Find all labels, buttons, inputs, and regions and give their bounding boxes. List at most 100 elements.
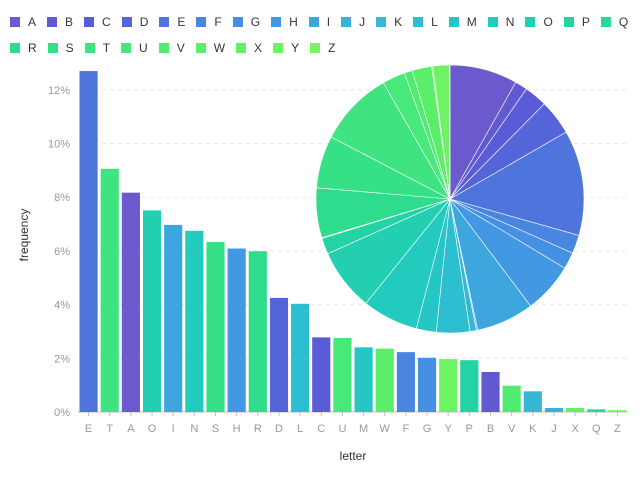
pie-slice-e[interactable]: [449, 131, 585, 236]
legend-item-c[interactable]: C: [84, 14, 111, 29]
legend-item-n[interactable]: N: [487, 14, 514, 29]
bar-s[interactable]: [206, 242, 225, 412]
legend-label: F: [214, 14, 222, 29]
legend-label: J: [359, 14, 366, 29]
bar-l[interactable]: [291, 303, 310, 412]
y-axis-ticks: 0% 2% 4% 6% 8% 10% 12%: [48, 85, 70, 419]
bar-d[interactable]: [269, 297, 289, 412]
legend-item-l[interactable]: L: [413, 14, 438, 29]
legend-item-u[interactable]: U: [121, 40, 148, 55]
bar-x[interactable]: [566, 407, 585, 412]
legend-item-q[interactable]: Q: [600, 14, 629, 29]
bar-w[interactable]: [375, 348, 394, 412]
legend-label: A: [28, 14, 37, 29]
bar-h[interactable]: [227, 248, 246, 412]
legend-item-b[interactable]: B: [47, 14, 73, 29]
bar-e[interactable]: [79, 71, 98, 412]
x-tick-label: H: [233, 423, 241, 435]
x-tick-label: P: [466, 423, 473, 435]
legend-item-p[interactable]: P: [563, 14, 590, 29]
legend-item-w[interactable]: W: [195, 40, 226, 55]
legend-swatch: [563, 16, 574, 27]
legend-item-s[interactable]: S: [47, 40, 74, 55]
x-tick-label: C: [317, 423, 325, 435]
bar-t[interactable]: [100, 168, 119, 412]
x-tick-label: W: [380, 423, 391, 435]
bar-i[interactable]: [164, 224, 183, 412]
legend-swatch: [10, 42, 20, 53]
legend-label: I: [326, 14, 331, 29]
bar-z[interactable]: [608, 410, 627, 412]
legend-swatch: [487, 16, 498, 27]
legend-label: C: [102, 14, 111, 29]
legend-item-y[interactable]: Y: [273, 40, 299, 55]
legend-item-j[interactable]: J: [341, 14, 365, 29]
bar-b[interactable]: [481, 372, 500, 412]
bar-q[interactable]: [587, 409, 606, 412]
legend-label: D: [139, 14, 149, 29]
bar-a[interactable]: [121, 192, 140, 412]
legend-label: U: [139, 40, 148, 55]
legend-label: Y: [291, 40, 300, 55]
legend-item-g[interactable]: G: [232, 14, 260, 29]
y-tick-label: 8%: [54, 192, 70, 204]
y-tick-label: 2%: [54, 353, 70, 365]
y-tick-label: 6%: [54, 246, 70, 258]
legend-label: H: [289, 14, 298, 29]
legend-item-t[interactable]: T: [84, 40, 110, 55]
legend-item-m[interactable]: M: [448, 14, 477, 29]
bar-g[interactable]: [417, 357, 437, 412]
legend-swatch: [47, 42, 58, 53]
x-tick-label: X: [571, 423, 579, 435]
x-tick-label: A: [127, 423, 135, 435]
legend-label: K: [394, 14, 403, 29]
legend-item-k[interactable]: K: [376, 14, 402, 29]
bar-n[interactable]: [185, 230, 204, 412]
bar-o[interactable]: [142, 210, 162, 412]
legend-item-r[interactable]: R: [10, 40, 37, 55]
legend-label: R: [28, 40, 37, 55]
legend-swatch: [47, 16, 58, 27]
bar-u[interactable]: [333, 337, 352, 412]
legend-item-h[interactable]: H: [271, 14, 298, 29]
legend-swatch: [196, 16, 207, 27]
legend-item-i[interactable]: I: [308, 14, 331, 29]
legend-label: W: [213, 40, 226, 55]
x-tick-label: B: [487, 423, 494, 435]
pie-slice-z[interactable]: [449, 64, 451, 200]
legend-item-e[interactable]: E: [159, 14, 185, 29]
legend-item-o[interactable]: O: [525, 14, 553, 29]
y-tick-label: 0%: [54, 407, 70, 419]
legend-item-v[interactable]: V: [158, 40, 185, 55]
legend-swatch: [308, 16, 319, 27]
x-tick-label: Z: [614, 423, 621, 435]
bar-y[interactable]: [439, 359, 458, 412]
bar-v[interactable]: [502, 385, 521, 412]
legend-swatch: [158, 42, 169, 53]
legend-item-d[interactable]: D: [121, 14, 149, 29]
legend-label: M: [466, 14, 477, 29]
legend-swatch: [236, 42, 247, 53]
bar-j[interactable]: [544, 407, 564, 412]
x-tick-label: S: [212, 423, 219, 435]
legend-label: X: [254, 40, 263, 55]
legend-label: B: [65, 14, 74, 29]
bar-k[interactable]: [523, 391, 542, 412]
legend-label: Q: [618, 14, 629, 29]
x-tick-label: K: [529, 423, 537, 435]
x-tick-label: V: [508, 423, 516, 435]
bar-c[interactable]: [312, 337, 331, 412]
legend-item-z[interactable]: Z: [310, 40, 335, 55]
legend-item-a[interactable]: A: [10, 14, 36, 29]
x-tick-label: T: [106, 423, 113, 435]
bar-p[interactable]: [460, 360, 479, 412]
bar-f[interactable]: [396, 352, 415, 412]
legend-item-x[interactable]: X: [236, 40, 262, 55]
legend-item-f[interactable]: F: [196, 14, 222, 29]
x-tick-label: I: [172, 423, 175, 435]
bar-m[interactable]: [354, 347, 373, 412]
bar-r[interactable]: [248, 251, 267, 412]
x-tick-label: D: [275, 423, 283, 435]
